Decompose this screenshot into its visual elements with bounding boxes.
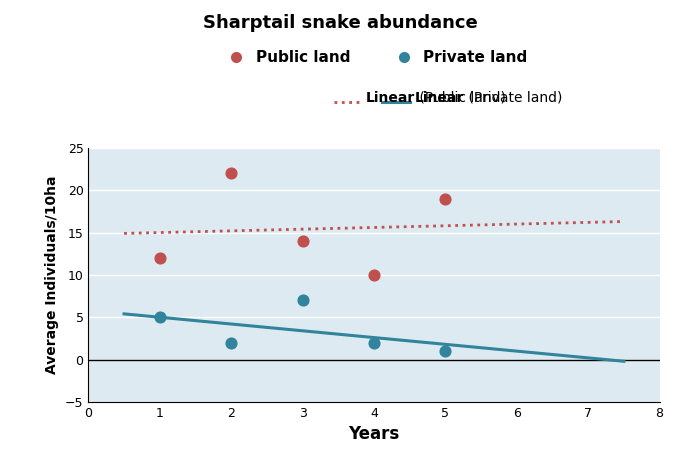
Point	[154, 254, 165, 261]
Point	[297, 297, 308, 304]
Text: (Public land): (Public land)	[415, 91, 506, 104]
Legend: , : ,	[328, 91, 420, 116]
Text: Linear: Linear	[414, 91, 464, 104]
Point	[369, 271, 379, 279]
Y-axis label: Average Individuals/10ha: Average Individuals/10ha	[46, 176, 59, 374]
Point	[226, 170, 237, 177]
Point	[226, 339, 237, 346]
Point	[369, 339, 379, 346]
Point	[440, 347, 451, 355]
Point	[154, 314, 165, 321]
Text: Linear: Linear	[366, 91, 415, 104]
Point	[440, 195, 451, 202]
Text: (Private land): (Private land)	[464, 91, 562, 104]
X-axis label: Years: Years	[348, 426, 400, 444]
Text: Sharptail snake abundance: Sharptail snake abundance	[203, 14, 477, 32]
Point	[297, 237, 308, 245]
